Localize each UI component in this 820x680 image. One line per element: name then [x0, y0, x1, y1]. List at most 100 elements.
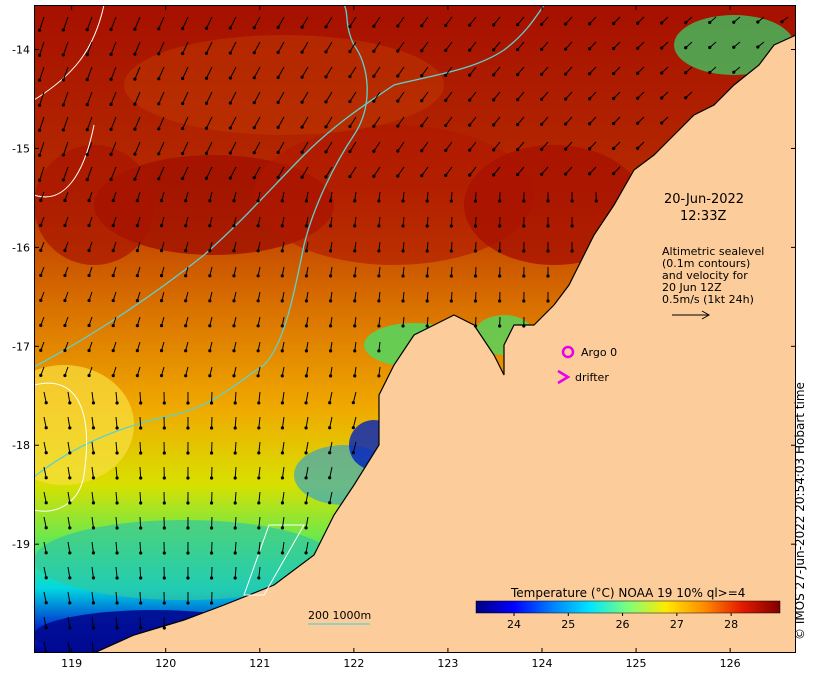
- velocity-arrow-head: [276, 125, 280, 129]
- velocity-arrow: [67, 566, 71, 578]
- velocity-arrow: [445, 91, 453, 101]
- velocity-arrow-head: [61, 178, 66, 182]
- velocity-arrow-head: [516, 22, 520, 27]
- velocity-arrow-head: [232, 249, 236, 253]
- velocity-arrow-head: [588, 47, 592, 51]
- velocity-arrow-head: [473, 274, 478, 278]
- velocity-arrow: [91, 466, 94, 478]
- sst-map[interactable]: 20-Jun-2022 12:33Z Altimetric sealevel (…: [34, 5, 796, 653]
- velocity-arrow-head: [186, 451, 190, 455]
- velocity-arrow: [445, 116, 453, 126]
- velocity-arrow-head: [304, 249, 309, 253]
- velocity-arrow: [158, 16, 165, 30]
- velocity-arrow: [493, 66, 501, 76]
- altimetry-legend: Altimetric sealevel (0.1m contours) and …: [662, 245, 764, 320]
- velocity-arrow-head: [522, 249, 526, 253]
- velocity-arrow-head: [111, 323, 115, 328]
- velocity-arrow-head: [68, 476, 72, 480]
- velocity-arrow: [91, 641, 94, 653]
- velocity-arrow: [305, 416, 309, 428]
- lat-tick-label: -17: [12, 340, 30, 353]
- velocity-arrow-head: [115, 501, 119, 505]
- velocity-arrow-head: [157, 52, 161, 56]
- velocity-arrow: [139, 466, 142, 479]
- velocity-arrow-head: [44, 426, 48, 430]
- velocity-arrow-head: [228, 151, 232, 155]
- velocity-arrow-head: [139, 451, 143, 455]
- velocity-arrow-head: [157, 77, 161, 81]
- velocity-arrow-head: [353, 374, 357, 378]
- velocity-arrow-head: [276, 25, 280, 29]
- velocity-arrow: [91, 391, 94, 403]
- velocity-arrow-head: [684, 21, 688, 25]
- velocity-arrow: [67, 591, 71, 603]
- velocity-arrow-head: [181, 176, 185, 181]
- velocity-arrow-head: [44, 576, 48, 580]
- velocity-arrow-head: [44, 401, 48, 405]
- velocity-arrow-head: [233, 426, 237, 430]
- velocity-arrow: [158, 66, 165, 80]
- velocity-arrow-head: [39, 373, 43, 378]
- velocity-arrow: [62, 66, 69, 81]
- velocity-arrow-head: [449, 299, 453, 303]
- velocity-arrow: [229, 116, 237, 129]
- velocity-arrow: [517, 91, 525, 100]
- velocity-arrow-head: [300, 175, 304, 179]
- velocity-arrow-head: [449, 224, 453, 228]
- velocity-arrow-head: [257, 426, 261, 430]
- velocity-arrow-head: [660, 21, 664, 25]
- velocity-arrow: [253, 91, 261, 103]
- velocity-arrows: [37, 16, 789, 653]
- velocity-arrow: [43, 466, 47, 478]
- velocity-arrow: [67, 516, 71, 528]
- velocity-arrow: [281, 441, 285, 453]
- velocity-arrow: [158, 91, 165, 105]
- velocity-arrow-head: [257, 576, 261, 580]
- map-frame[interactable]: 20-Jun-2022 12:33Z Altimetric sealevel (…: [34, 5, 796, 653]
- velocity-arrow-head: [372, 24, 376, 28]
- velocity-arrow-head: [780, 20, 784, 24]
- velocity-arrow-head: [135, 299, 139, 303]
- velocity-arrow-head: [468, 123, 472, 127]
- velocity-arrow-head: [372, 74, 376, 78]
- velocity-arrow-head: [396, 99, 400, 103]
- velocity-arrow-head: [546, 274, 550, 278]
- velocity-arrow-head: [546, 199, 550, 203]
- velocity-arrow-head: [304, 451, 308, 455]
- velocity-arrow-head: [540, 147, 544, 151]
- colorbar-tick-label: 27: [670, 618, 684, 631]
- velocity-arrow-head: [372, 49, 376, 53]
- velocity-arrow: [182, 116, 189, 129]
- velocity-arrow: [301, 141, 309, 153]
- velocity-arrow: [349, 116, 357, 127]
- velocity-arrow: [206, 166, 213, 179]
- velocity-arrow-head: [636, 71, 640, 75]
- velocity-arrow-head: [115, 576, 119, 580]
- velocity-arrow-head: [353, 199, 357, 203]
- velocity-arrow-head: [61, 53, 66, 57]
- velocity-arrow-head: [449, 249, 453, 253]
- velocity-arrow-head: [498, 274, 502, 278]
- velocity-arrow-head: [139, 426, 143, 430]
- velocity-arrow-head: [135, 274, 139, 278]
- velocity-arrow: [43, 391, 47, 403]
- velocity-arrow: [39, 141, 45, 156]
- velocity-arrow-head: [377, 199, 381, 203]
- velocity-arrow: [43, 591, 47, 603]
- velocity-arrow-head: [133, 102, 137, 106]
- velocity-arrow-head: [256, 224, 260, 228]
- colorbar-tick-label: 25: [561, 618, 575, 631]
- velocity-arrow-head: [186, 476, 190, 480]
- velocity-arrow: [86, 166, 93, 180]
- velocity-arrow-head: [91, 526, 96, 530]
- velocity-arrow-head: [324, 25, 328, 29]
- velocity-arrow-head: [257, 526, 261, 530]
- velocity-arrow: [62, 91, 69, 106]
- velocity-arrow: [229, 41, 237, 54]
- velocity-arrow: [373, 116, 381, 127]
- velocity-arrow-head: [208, 349, 212, 353]
- velocity-arrow: [253, 166, 261, 178]
- velocity-arrow-head: [304, 324, 309, 328]
- velocity-arrow: [373, 16, 381, 27]
- velocity-arrow: [206, 141, 213, 154]
